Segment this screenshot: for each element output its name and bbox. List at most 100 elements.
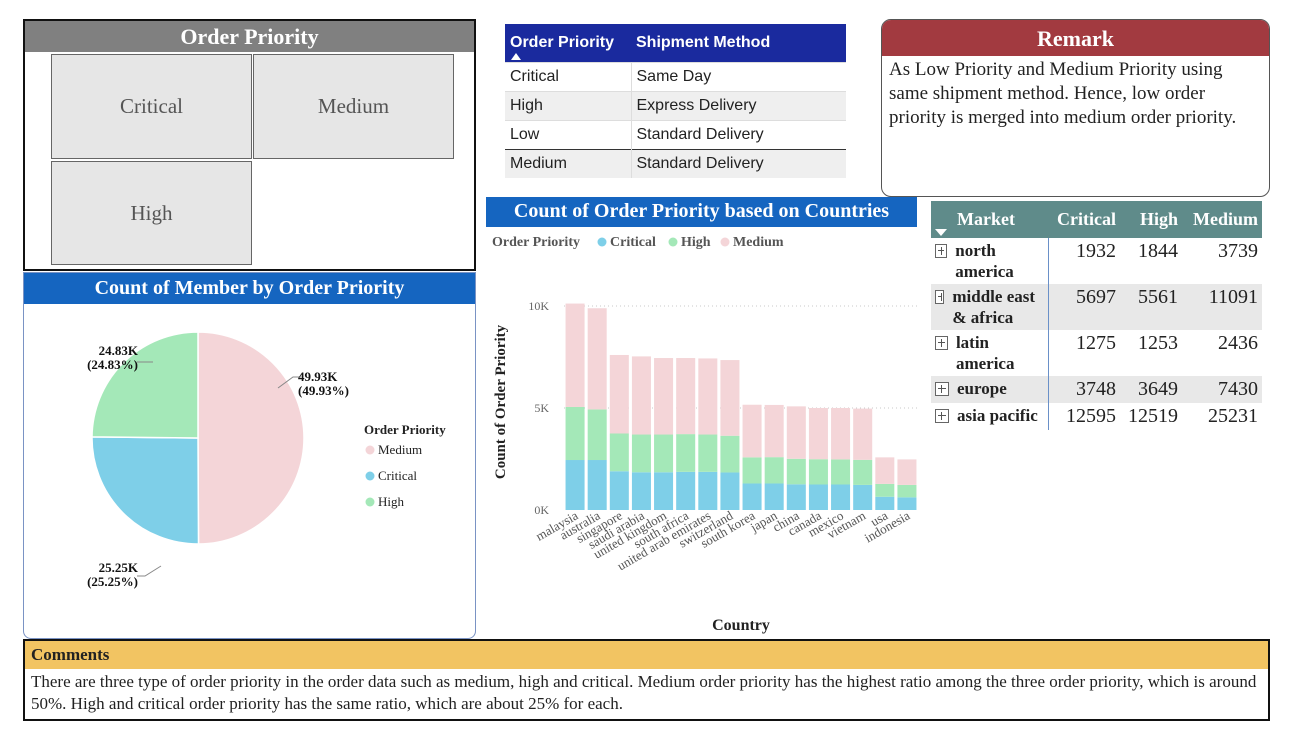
bar-high-japan[interactable] bbox=[764, 457, 784, 484]
bar-medium-usa[interactable] bbox=[875, 457, 895, 484]
cell-critical: 5697 bbox=[1048, 284, 1120, 330]
pie-label-medium-percent: (49.93%) bbox=[298, 383, 349, 398]
cell-order-priority: Medium bbox=[505, 149, 632, 178]
bar-high-south-korea[interactable] bbox=[742, 457, 762, 484]
bar-medium-south-korea[interactable] bbox=[742, 404, 762, 458]
column-header-order-priority[interactable]: Order Priority bbox=[505, 24, 631, 63]
matrix-row: north america 1932 1844 3739 bbox=[931, 238, 1262, 284]
bar-legend-medium: Medium bbox=[733, 235, 784, 250]
bar-critical-indonesia[interactable] bbox=[897, 497, 917, 510]
bar-high-saudi-arabia[interactable] bbox=[631, 434, 651, 473]
bar-critical-saudi-arabia[interactable] bbox=[631, 472, 651, 510]
legend-marker-critical bbox=[597, 237, 607, 247]
bar-medium-malaysia[interactable] bbox=[565, 303, 585, 407]
bar-medium-canada[interactable] bbox=[808, 408, 828, 460]
bar-high-australia[interactable] bbox=[587, 409, 607, 461]
bar-high-indonesia[interactable] bbox=[897, 484, 917, 498]
bar-medium-vietnam[interactable] bbox=[853, 408, 873, 460]
bar-high-south-africa[interactable] bbox=[676, 434, 696, 472]
bar-critical-united-kingdom[interactable] bbox=[654, 472, 674, 510]
bar-critical-usa[interactable] bbox=[875, 496, 895, 510]
market-cell: north america bbox=[931, 238, 1049, 284]
y-tick-label: 5K bbox=[534, 401, 549, 415]
pie-slice-high[interactable] bbox=[91, 331, 199, 439]
market-name: asia pacific bbox=[957, 406, 1038, 425]
column-header-critical[interactable]: Critical bbox=[1048, 201, 1120, 238]
bar-medium-indonesia[interactable] bbox=[897, 459, 917, 485]
bar-medium-singapore[interactable] bbox=[609, 354, 629, 434]
cell-shipment-method: Standard Delivery bbox=[631, 149, 846, 178]
pie-label-critical-percent: (25.25%) bbox=[87, 574, 138, 589]
slicer-item-medium[interactable]: Medium bbox=[253, 54, 454, 159]
comments-title: Comments bbox=[25, 641, 1268, 669]
bar-high-vietnam[interactable] bbox=[853, 459, 873, 485]
bar-high-united-arab-emirates[interactable] bbox=[698, 434, 718, 472]
bar-critical-singapore[interactable] bbox=[609, 471, 629, 510]
bar-medium-united-arab-emirates[interactable] bbox=[698, 358, 718, 435]
market-matrix: Market Critical High Medium north americ… bbox=[931, 201, 1262, 430]
expand-icon[interactable] bbox=[935, 290, 945, 304]
bar-critical-south-africa[interactable] bbox=[676, 471, 696, 510]
pie-label-critical-value: 25.25K bbox=[99, 560, 139, 575]
matrix-row: latin america 1275 1253 2436 bbox=[931, 330, 1262, 376]
comments-box: Comments There are three type of order p… bbox=[23, 639, 1270, 721]
bar-critical-vietnam[interactable] bbox=[853, 484, 873, 510]
bar-medium-saudi-arabia[interactable] bbox=[631, 356, 651, 435]
bar-high-malaysia[interactable] bbox=[565, 406, 585, 461]
pie-legend-critical: Critical bbox=[378, 468, 417, 483]
bar-high-usa[interactable] bbox=[875, 483, 895, 497]
column-header-high[interactable]: High bbox=[1120, 201, 1182, 238]
pie-label-high-percent: (24.83%) bbox=[87, 357, 138, 372]
slicer-item-critical[interactable]: Critical bbox=[51, 54, 252, 159]
bar-critical-japan[interactable] bbox=[764, 483, 784, 510]
bar-critical-australia[interactable] bbox=[587, 460, 607, 510]
column-header-market[interactable]: Market bbox=[931, 201, 1048, 238]
bar-medium-south-africa[interactable] bbox=[676, 358, 696, 435]
matrix-row: asia pacific 12595 12519 25231 bbox=[931, 403, 1262, 430]
bar-medium-mexico[interactable] bbox=[831, 408, 851, 460]
column-header-shipment-method[interactable]: Shipment Method bbox=[631, 24, 846, 63]
bar-critical-switzerland[interactable] bbox=[720, 472, 740, 510]
cell-high: 1253 bbox=[1138, 332, 1178, 354]
legend-marker-critical bbox=[365, 471, 375, 481]
bar-medium-switzerland[interactable] bbox=[720, 360, 740, 436]
table-row: Low Standard Delivery bbox=[505, 120, 846, 150]
slicer-item-high[interactable]: High bbox=[51, 161, 252, 265]
legend-marker-high bbox=[365, 497, 375, 507]
pie-label-medium-value: 49.93K bbox=[298, 369, 338, 384]
bar-medium-united-kingdom[interactable] bbox=[654, 358, 674, 435]
pie-legend-title: Order Priority bbox=[364, 422, 446, 437]
leader-line-medium bbox=[277, 376, 301, 389]
bar-critical-south-korea[interactable] bbox=[742, 483, 762, 510]
bar-critical-united-arab-emirates[interactable] bbox=[698, 471, 718, 510]
pie-slice-medium[interactable] bbox=[197, 331, 305, 545]
cell-high: 3649 bbox=[1120, 376, 1182, 403]
bar-medium-australia[interactable] bbox=[587, 308, 607, 410]
market-name: north america bbox=[955, 241, 1014, 281]
slicer-title: Order Priority bbox=[25, 21, 474, 52]
bar-medium-china[interactable] bbox=[786, 406, 806, 459]
bar-high-switzerland[interactable] bbox=[720, 435, 740, 473]
expand-icon[interactable] bbox=[935, 244, 948, 258]
pie-slice-critical[interactable] bbox=[91, 436, 200, 545]
market-cell: latin america bbox=[931, 330, 1049, 376]
bar-high-united-kingdom[interactable] bbox=[654, 434, 674, 473]
bar-high-china[interactable] bbox=[786, 458, 806, 485]
bar-critical-mexico[interactable] bbox=[831, 484, 851, 511]
market-cell: asia pacific bbox=[931, 403, 1049, 430]
cell-high: 12519 bbox=[1128, 405, 1178, 427]
bar-high-canada[interactable] bbox=[808, 459, 828, 485]
bar-critical-china[interactable] bbox=[786, 484, 806, 510]
column-header-medium[interactable]: Medium bbox=[1182, 201, 1262, 238]
bar-critical-malaysia[interactable] bbox=[565, 460, 585, 510]
bar-high-singapore[interactable] bbox=[609, 433, 629, 472]
expand-icon[interactable] bbox=[935, 336, 948, 350]
expand-icon[interactable] bbox=[935, 382, 949, 396]
cell-critical: 1932 bbox=[1076, 240, 1116, 262]
expand-icon[interactable] bbox=[935, 409, 949, 423]
bar-high-mexico[interactable] bbox=[831, 459, 851, 485]
bar-medium-japan[interactable] bbox=[764, 404, 784, 458]
bar-critical-canada[interactable] bbox=[808, 484, 828, 511]
legend-marker-high bbox=[668, 237, 678, 247]
cell-medium: 7430 bbox=[1182, 376, 1262, 403]
